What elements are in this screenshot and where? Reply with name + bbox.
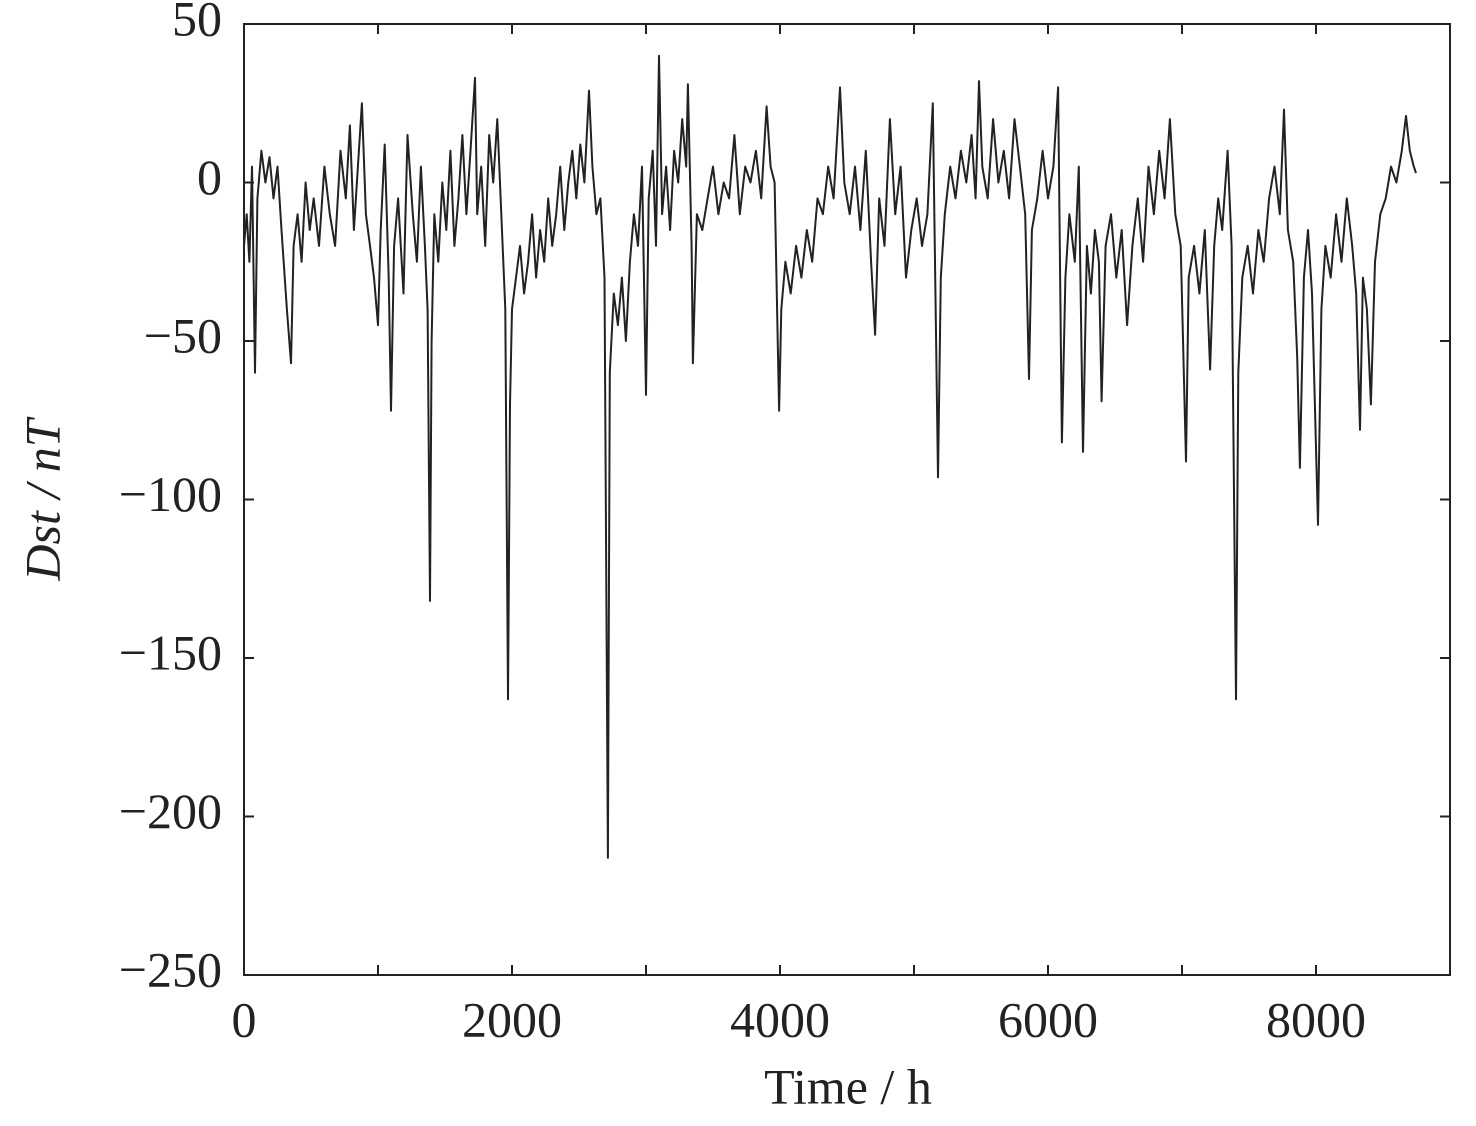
y-tick-label: −200 [119,783,222,839]
plot-frame [243,23,1451,976]
y-tick-label: −150 [119,624,222,680]
y-tick-label: 0 [197,149,222,205]
y-tick-label: −50 [144,307,222,363]
x-axis-label: Time / h [764,1058,932,1114]
x-tick-label: 2000 [462,991,562,1047]
y-tick-label: −100 [119,466,222,522]
data-line [243,54,1417,859]
y-tick-label: 50 [172,0,222,46]
x-tick-label: 0 [232,991,257,1047]
x-tick-label: 8000 [1266,991,1366,1047]
y-axis-label: Dst / nT [14,416,70,581]
x-tick-label: 4000 [730,991,830,1047]
x-tick-label: 6000 [998,991,1098,1047]
y-tick-label: −250 [119,941,222,997]
